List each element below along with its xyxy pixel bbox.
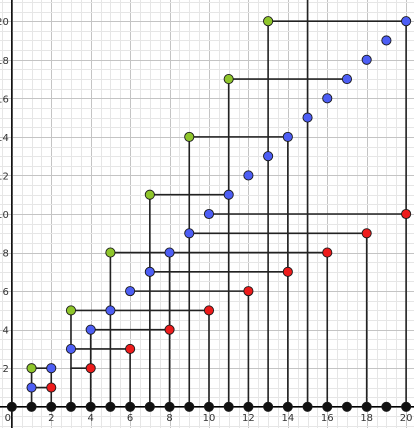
blue-point[interactable] <box>302 112 313 123</box>
red-point[interactable] <box>46 382 57 393</box>
blue-point[interactable] <box>184 228 195 239</box>
blue-point[interactable] <box>223 189 234 200</box>
black-point[interactable] <box>302 401 313 412</box>
y-tick-label: 2 <box>2 364 8 375</box>
x-tick-label: 10 <box>203 413 216 424</box>
x-tick-label: 2 <box>48 413 54 424</box>
x-tick-label: 12 <box>242 413 255 424</box>
y-tick-label: 8 <box>2 249 8 260</box>
black-point[interactable] <box>125 401 136 412</box>
x-tick-label: 6 <box>127 413 133 424</box>
green-point[interactable] <box>223 73 234 85</box>
black-point[interactable] <box>105 401 116 412</box>
black-point[interactable] <box>164 401 175 412</box>
black-point[interactable] <box>401 401 412 412</box>
green-point[interactable] <box>65 305 77 316</box>
blue-point[interactable] <box>65 343 77 355</box>
tick-labels: 0 2 4 6 8 10 12 14 16 18 20 2 4 6 8 10 12 14 16 18 20 <box>0 17 412 424</box>
edges <box>30 0 407 408</box>
red-point[interactable] <box>125 343 136 355</box>
blue-point[interactable] <box>125 286 136 297</box>
green-point[interactable] <box>263 16 274 27</box>
red-point[interactable] <box>203 305 215 316</box>
blue-point[interactable] <box>263 151 274 162</box>
red-point[interactable] <box>243 286 254 297</box>
black-point[interactable] <box>6 401 17 412</box>
blue-point[interactable] <box>46 363 57 374</box>
blue-point[interactable] <box>164 247 175 258</box>
blue-point[interactable] <box>243 170 254 181</box>
red-point[interactable] <box>361 228 372 239</box>
black-point[interactable] <box>46 401 57 412</box>
black-point[interactable] <box>263 401 274 412</box>
black-point[interactable] <box>65 401 77 412</box>
y-tick-label: 14 <box>0 133 9 144</box>
y-tick-label: 6 <box>2 287 8 298</box>
black-point[interactable] <box>85 401 96 412</box>
black-point[interactable] <box>282 401 293 412</box>
red-point[interactable] <box>282 266 293 277</box>
x-tick-label: 16 <box>321 413 334 424</box>
black-point[interactable] <box>381 401 392 412</box>
x-tick-label: 4 <box>87 413 93 424</box>
x-tick-label: 18 <box>360 413 373 424</box>
y-tick-label: 12 <box>0 171 9 182</box>
black-point[interactable] <box>361 401 372 412</box>
black-point[interactable] <box>184 401 195 412</box>
y-tick-label: 18 <box>0 56 9 67</box>
blue-point[interactable] <box>341 73 353 85</box>
red-point[interactable] <box>401 208 412 220</box>
black-point[interactable] <box>203 401 215 412</box>
black-point[interactable] <box>223 401 234 412</box>
x-tick-label: 0 <box>5 413 11 424</box>
blue-point[interactable] <box>26 382 37 393</box>
points <box>6 16 412 412</box>
blue-point[interactable] <box>105 305 116 316</box>
y-tick-label: 4 <box>2 326 8 337</box>
black-point[interactable] <box>243 401 254 412</box>
red-point[interactable] <box>322 247 333 258</box>
green-point[interactable] <box>184 131 195 142</box>
blue-point[interactable] <box>381 35 392 46</box>
black-point[interactable] <box>144 401 155 412</box>
green-point[interactable] <box>105 247 116 258</box>
black-point[interactable] <box>322 401 333 412</box>
x-tick-label: 8 <box>166 413 172 424</box>
y-tick-label: 20 <box>0 17 9 28</box>
y-tick-label: 10 <box>0 210 9 221</box>
black-point[interactable] <box>341 401 353 412</box>
green-point[interactable] <box>26 363 37 374</box>
blue-point[interactable] <box>203 208 215 220</box>
blue-point[interactable] <box>144 266 155 277</box>
blue-point[interactable] <box>85 324 96 335</box>
black-point[interactable] <box>26 401 37 412</box>
y-tick-label: 16 <box>0 94 9 105</box>
blue-point[interactable] <box>322 93 333 104</box>
green-point[interactable] <box>144 189 155 200</box>
red-point[interactable] <box>164 324 175 335</box>
blue-point[interactable] <box>282 131 293 142</box>
x-tick-label: 20 <box>400 413 413 424</box>
blue-point[interactable] <box>401 16 412 27</box>
x-tick-label: 14 <box>281 413 294 424</box>
blue-point[interactable] <box>361 54 372 65</box>
red-point[interactable] <box>85 363 96 374</box>
